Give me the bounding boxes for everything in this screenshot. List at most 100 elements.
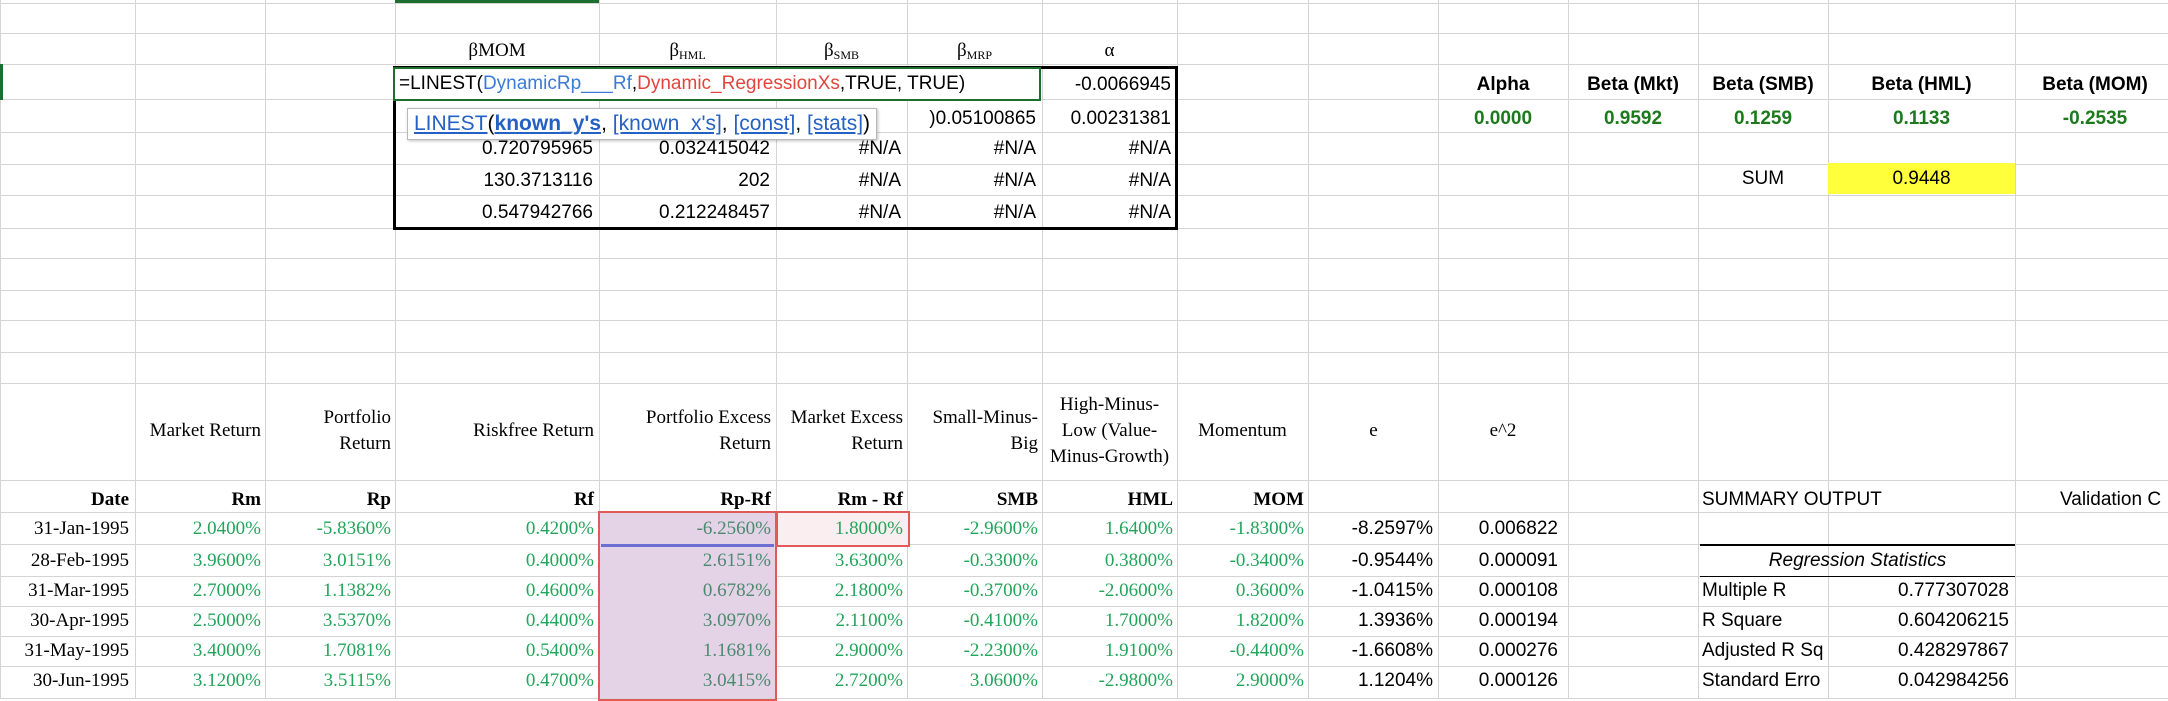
cell-e2[interactable]: 0.000194 xyxy=(1478,610,1558,631)
short-header-rp: Rp xyxy=(366,489,391,510)
grid-row-line xyxy=(0,99,2168,100)
cell-e2[interactable]: 0.000108 xyxy=(1478,580,1558,601)
cell-rp[interactable]: 3.0151% xyxy=(322,550,391,571)
cell-e[interactable]: -0.9544% xyxy=(1351,550,1433,571)
linest-r3-c3: #N/A xyxy=(993,170,1036,191)
cell-hml[interactable]: 1.9100% xyxy=(1104,640,1173,661)
cell-e[interactable]: -1.6608% xyxy=(1351,640,1433,661)
cell-rprf[interactable]: 2.6151% xyxy=(702,550,771,571)
cell-rmrf[interactable]: 3.6300% xyxy=(834,550,903,571)
cell-mom[interactable]: -0.3400% xyxy=(1229,550,1304,571)
cell-rp[interactable]: 3.5115% xyxy=(323,670,391,691)
tooltip-arg-stats[interactable]: [stats] xyxy=(807,112,864,135)
cell-rmrf[interactable]: 2.1800% xyxy=(834,580,903,601)
formula-text[interactable]: =LINEST(DynamicRp___Rf,Dynamic_Regressio… xyxy=(399,73,966,94)
cell-rf[interactable]: 0.4600% xyxy=(525,580,594,601)
grid-row-line xyxy=(0,290,2168,291)
cell-rm[interactable]: 3.1200% xyxy=(192,670,261,691)
cell-rprf[interactable]: 3.0970% xyxy=(702,610,771,631)
col-header-riskfree-return: Riskfree Return xyxy=(473,420,594,441)
tooltip-arg-const[interactable]: [const] xyxy=(733,112,796,135)
cell-mom[interactable]: 2.9000% xyxy=(1235,670,1304,691)
linest-r3-c2: #N/A xyxy=(858,170,901,191)
cell-smb[interactable]: -0.3300% xyxy=(963,550,1038,571)
cell-date[interactable]: 30-Jun-1995 xyxy=(32,670,129,691)
grid-column-line xyxy=(1308,0,1309,698)
cell-rm[interactable]: 3.4000% xyxy=(192,640,261,661)
cell-rm[interactable]: 2.5000% xyxy=(192,610,261,631)
grid-row-line xyxy=(0,636,2168,637)
cell-rf[interactable]: 0.5400% xyxy=(525,640,594,661)
cell-rp[interactable]: 1.7081% xyxy=(322,640,391,661)
cell-rf[interactable]: 0.4700% xyxy=(525,670,594,691)
short-header-date: Date xyxy=(91,489,129,510)
function-tooltip[interactable]: LINEST(known_y's, [known_x's], [const], … xyxy=(407,108,878,140)
cell-smb[interactable]: -2.2300% xyxy=(963,640,1038,661)
linest-r0-c4: -0.0066945 xyxy=(1074,74,1171,95)
linest-r2-c4: #N/A xyxy=(1128,138,1171,159)
cell-date[interactable]: 31-May-1995 xyxy=(24,640,129,661)
cell-rf[interactable]: 0.4200% xyxy=(525,518,594,539)
cell-rprf[interactable]: 1.1681% xyxy=(702,640,771,661)
cell-rmrf[interactable]: 2.7200% xyxy=(834,670,903,691)
cell-rm[interactable]: 2.7000% xyxy=(192,580,261,601)
cell-rprf[interactable]: -6.2560% xyxy=(696,518,771,539)
cell-hml[interactable]: -2.0600% xyxy=(1098,580,1173,601)
cell-rm[interactable]: 3.9600% xyxy=(192,550,261,571)
cell-e[interactable]: 1.1204% xyxy=(1357,670,1433,691)
cell-rmrf[interactable]: 2.9000% xyxy=(834,640,903,661)
short-header-smb: SMB xyxy=(996,489,1038,510)
cell-e2[interactable]: 0.000276 xyxy=(1478,640,1558,661)
cell-e2[interactable]: 0.000126 xyxy=(1478,670,1558,691)
cell-rprf[interactable]: 0.6782% xyxy=(702,580,771,601)
cell-rp[interactable]: -5.8360% xyxy=(316,518,391,539)
cell-rm[interactable]: 2.0400% xyxy=(192,518,261,539)
cell-rf[interactable]: 0.4400% xyxy=(525,610,594,631)
cell-rp[interactable]: 1.1382% xyxy=(322,580,391,601)
beta-header-mom: Beta (MOM) xyxy=(2042,74,2148,95)
grid-row-line xyxy=(0,698,2168,699)
selected-column-indicator xyxy=(395,0,599,3)
linest-header-bhml: βHML xyxy=(669,40,706,62)
cell-e2[interactable]: 0.000091 xyxy=(1478,550,1558,571)
cell-e2[interactable]: 0.006822 xyxy=(1478,518,1558,539)
grid-column-line xyxy=(1042,0,1043,698)
cell-mom[interactable]: 0.3600% xyxy=(1235,580,1304,601)
cell-rmrf[interactable]: 2.1100% xyxy=(835,610,903,631)
grid-row-line xyxy=(0,33,2168,34)
cell-smb[interactable]: -2.9600% xyxy=(963,518,1038,539)
tooltip-arg-known-y[interactable]: known_y's xyxy=(494,112,602,135)
cell-hml[interactable]: 0.3800% xyxy=(1104,550,1173,571)
cell-smb[interactable]: 3.0600% xyxy=(969,670,1038,691)
cell-rmrf[interactable]: 1.8000% xyxy=(834,518,903,539)
cell-mom[interactable]: -0.4400% xyxy=(1229,640,1304,661)
cell-hml[interactable]: 1.7000% xyxy=(1104,610,1173,631)
cell-e[interactable]: 1.3936% xyxy=(1357,610,1433,631)
cell-mom[interactable]: -1.8300% xyxy=(1229,518,1304,539)
tooltip-fn-link[interactable]: LINEST xyxy=(414,112,488,135)
formula-cell[interactable]: =LINEST(DynamicRp___Rf,Dynamic_Regressio… xyxy=(393,67,1041,101)
cell-date[interactable]: 28-Feb-1995 xyxy=(30,550,129,571)
cell-hml[interactable]: -2.9800% xyxy=(1098,670,1173,691)
summary-output-title: SUMMARY OUTPUT xyxy=(1702,489,1882,510)
cell-date[interactable]: 31-Jan-1995 xyxy=(34,518,129,539)
selected-row-indicator xyxy=(0,64,3,100)
cell-date[interactable]: 31-Mar-1995 xyxy=(28,580,129,601)
linest-r2-c3: #N/A xyxy=(993,138,1036,159)
cell-e[interactable]: -8.2597% xyxy=(1351,518,1433,539)
cell-rp[interactable]: 3.5370% xyxy=(322,610,391,631)
col-header-small-minus-big: Small-Minus- Big xyxy=(932,407,1038,454)
cell-smb[interactable]: -0.4100% xyxy=(963,610,1038,631)
cell-rf[interactable]: 0.4000% xyxy=(525,550,594,571)
tooltip-arg-known-x[interactable]: [known_x's] xyxy=(612,112,722,135)
cell-e[interactable]: -1.0415% xyxy=(1351,580,1433,601)
cell-rprf[interactable]: 3.0415% xyxy=(702,670,771,691)
cell-date[interactable]: 30-Apr-1995 xyxy=(30,610,129,631)
cell-smb[interactable]: -0.3700% xyxy=(963,580,1038,601)
cell-hml[interactable]: 1.6400% xyxy=(1104,518,1173,539)
cell-mom[interactable]: 1.8200% xyxy=(1235,610,1304,631)
beta-header-alpha: Alpha xyxy=(1476,74,1530,95)
linest-r4-c2: #N/A xyxy=(858,202,901,223)
grid-column-line xyxy=(599,0,600,698)
